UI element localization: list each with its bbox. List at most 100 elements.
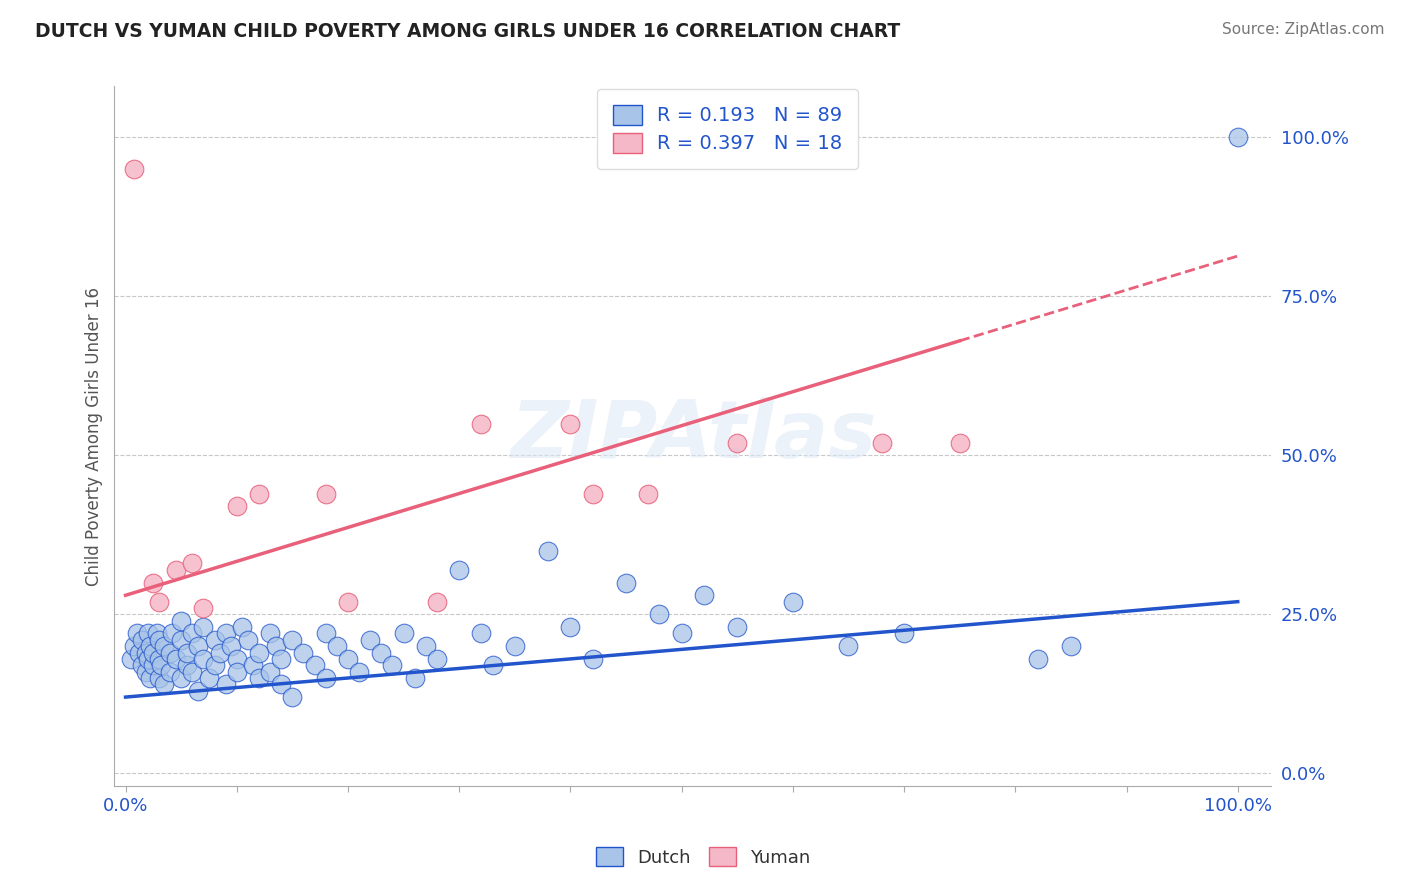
Point <box>693 588 716 602</box>
Point <box>193 620 215 634</box>
Point <box>315 486 337 500</box>
Point <box>336 595 359 609</box>
Point <box>181 626 204 640</box>
Point <box>198 671 221 685</box>
Point <box>370 646 392 660</box>
Point <box>782 595 804 609</box>
Point <box>281 690 304 704</box>
Point <box>614 575 637 590</box>
Point <box>247 646 270 660</box>
Point <box>219 639 242 653</box>
Point <box>135 665 157 679</box>
Point <box>181 665 204 679</box>
Point <box>242 658 264 673</box>
Point <box>315 626 337 640</box>
Point <box>139 671 162 685</box>
Point <box>481 658 503 673</box>
Point <box>537 543 560 558</box>
Point <box>181 557 204 571</box>
Point <box>142 575 165 590</box>
Point <box>139 639 162 653</box>
Point <box>214 626 236 640</box>
Point <box>142 658 165 673</box>
Point <box>162 626 184 640</box>
Point <box>124 162 146 177</box>
Point <box>893 626 915 640</box>
Point <box>170 614 193 628</box>
Point <box>671 626 693 640</box>
Point <box>214 677 236 691</box>
Point <box>336 652 359 666</box>
Point <box>187 639 209 653</box>
Point <box>135 646 157 660</box>
Point <box>165 563 187 577</box>
Point <box>120 652 142 666</box>
Point <box>870 435 893 450</box>
Point <box>292 646 315 660</box>
Point <box>347 665 370 679</box>
Point <box>131 658 153 673</box>
Point <box>125 626 148 640</box>
Point <box>204 658 226 673</box>
Point <box>131 632 153 647</box>
Point <box>159 665 181 679</box>
Point <box>470 626 492 640</box>
Point <box>142 646 165 660</box>
Point <box>560 417 582 431</box>
Point <box>470 417 492 431</box>
Point <box>1226 130 1249 145</box>
Point <box>270 652 292 666</box>
Point <box>381 658 404 673</box>
Point <box>648 607 671 622</box>
Point <box>582 652 605 666</box>
Point <box>148 632 170 647</box>
Point <box>236 632 259 647</box>
Point <box>209 646 232 660</box>
Point <box>187 683 209 698</box>
Point <box>145 626 167 640</box>
Point <box>264 639 287 653</box>
Point <box>304 658 326 673</box>
Text: DUTCH VS YUMAN CHILD POVERTY AMONG GIRLS UNDER 16 CORRELATION CHART: DUTCH VS YUMAN CHILD POVERTY AMONG GIRLS… <box>35 22 900 41</box>
Point <box>270 677 292 691</box>
Point <box>193 601 215 615</box>
Point <box>1026 652 1049 666</box>
Point <box>315 671 337 685</box>
Point <box>503 639 526 653</box>
Point <box>225 652 247 666</box>
Point <box>148 671 170 685</box>
Point <box>225 665 247 679</box>
Point <box>153 677 176 691</box>
Point <box>326 639 349 653</box>
Point <box>582 486 605 500</box>
Point <box>176 658 198 673</box>
Point <box>231 620 253 634</box>
Point <box>281 632 304 647</box>
Point <box>415 639 437 653</box>
Point <box>1060 639 1083 653</box>
Y-axis label: Child Poverty Among Girls Under 16: Child Poverty Among Girls Under 16 <box>86 286 103 586</box>
Point <box>148 595 170 609</box>
Text: Source: ZipAtlas.com: Source: ZipAtlas.com <box>1222 22 1385 37</box>
Point <box>247 671 270 685</box>
Point <box>193 652 215 666</box>
Point <box>949 435 972 450</box>
Point <box>725 620 748 634</box>
Point <box>148 652 170 666</box>
Point <box>259 665 281 679</box>
Point <box>170 671 193 685</box>
Point <box>725 435 748 450</box>
Point <box>136 626 159 640</box>
Point <box>225 500 247 514</box>
Point <box>426 652 449 666</box>
Point <box>426 595 449 609</box>
Point <box>404 671 426 685</box>
Point <box>150 658 173 673</box>
Point <box>136 652 159 666</box>
Point <box>359 632 381 647</box>
Text: ZIPAtlas: ZIPAtlas <box>509 397 876 475</box>
Point <box>259 626 281 640</box>
Point <box>170 632 193 647</box>
Point <box>128 646 150 660</box>
Point <box>153 639 176 653</box>
